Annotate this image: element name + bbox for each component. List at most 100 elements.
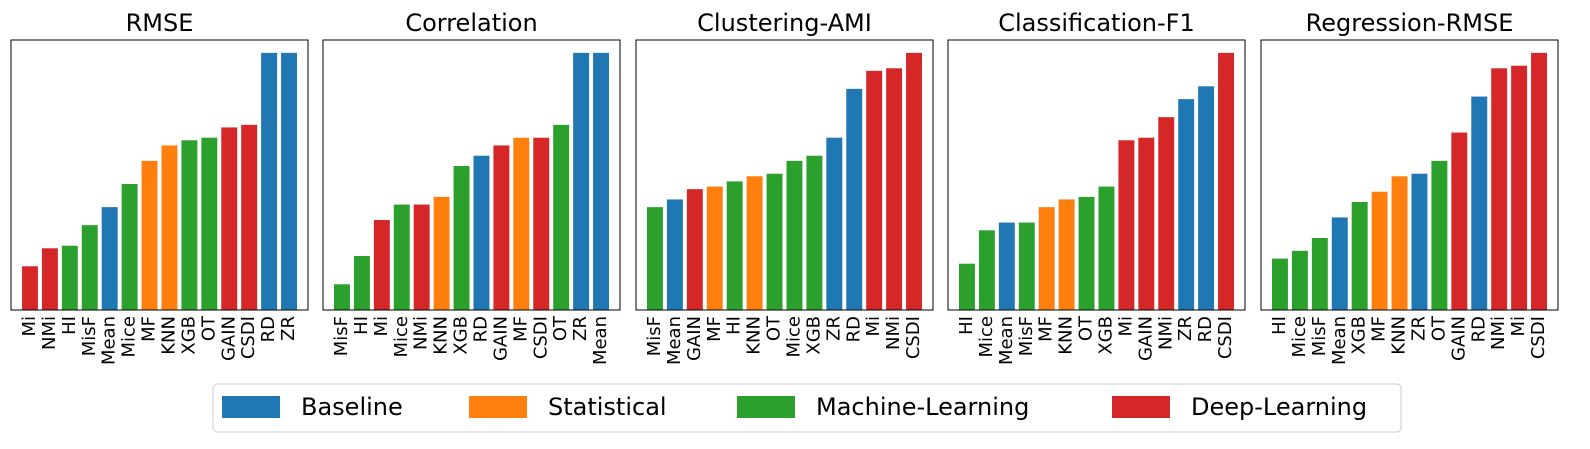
x-tick-label: MisF — [331, 316, 352, 356]
x-tick-label: Mi — [19, 316, 40, 337]
x-tick-label: RD — [258, 316, 279, 342]
x-tick-label: XGB — [1349, 316, 1370, 355]
chart-title: Clustering-AMI — [697, 9, 872, 37]
x-tick-label: XGB — [178, 316, 199, 355]
bar — [686, 189, 703, 310]
plot-frame — [322, 39, 621, 311]
bar — [373, 220, 390, 310]
x-tick-label: Mean — [99, 316, 120, 365]
x-tick-label: CSDI — [530, 316, 551, 359]
x-tick-label: Mi — [863, 316, 884, 337]
bar — [998, 222, 1015, 310]
x-tick-label: CSDI — [238, 316, 259, 359]
bar — [201, 137, 218, 310]
x-tick-label: Mean — [996, 316, 1017, 365]
x-tick-label: Mean — [664, 316, 685, 365]
bar — [746, 176, 763, 310]
x-tick-label: GAIN — [1135, 316, 1156, 361]
plot-frame — [10, 39, 309, 311]
x-tick-label: OT — [1428, 315, 1449, 341]
x-tick-label: RD — [470, 316, 491, 342]
bar — [241, 124, 258, 310]
x-tick-label: NMi — [1155, 316, 1176, 350]
x-tick-label: XGB — [1095, 316, 1116, 355]
bar — [958, 263, 975, 310]
x-tick-label: RD — [1468, 316, 1489, 342]
bar — [41, 248, 58, 310]
legend-label: Statistical — [548, 393, 667, 421]
x-tick-label: NMi — [883, 316, 904, 350]
bar — [1431, 160, 1448, 310]
x-tick-label: KNN — [1056, 316, 1077, 355]
x-tick-label: CSDI — [1215, 316, 1236, 359]
bar — [1038, 207, 1055, 310]
x-tick-label: MF — [139, 316, 160, 342]
x-tick-label: OT — [1076, 315, 1097, 341]
x-tick-label: OT — [550, 315, 571, 341]
bar — [726, 181, 743, 310]
bar — [453, 166, 470, 310]
x-tick-label: Mean — [1329, 316, 1350, 365]
bar — [121, 184, 138, 310]
x-tick-label: Mice — [1289, 316, 1310, 358]
bar — [1351, 202, 1368, 310]
x-tick-label: MF — [510, 316, 531, 342]
bar — [101, 207, 118, 310]
bar — [1311, 238, 1328, 310]
x-tick-label: GAIN — [1448, 316, 1469, 361]
bar — [886, 68, 903, 311]
x-tick-label: CSDI — [1528, 316, 1549, 359]
bar — [261, 52, 278, 310]
bar — [181, 140, 198, 310]
legend-label: Baseline — [301, 393, 403, 421]
x-tick-label: ZR — [1408, 316, 1429, 341]
plot-frame — [1260, 39, 1559, 311]
bar — [1058, 199, 1075, 310]
x-tick-label: ZR — [570, 316, 591, 341]
bar — [1218, 52, 1235, 310]
bar — [573, 52, 590, 310]
bar — [1138, 137, 1155, 310]
chart-title: RMSE — [126, 9, 194, 37]
x-tick-label: KNN — [744, 316, 765, 355]
bar — [553, 124, 570, 310]
chart-title: Correlation — [405, 9, 537, 37]
bar — [806, 155, 823, 310]
bar — [281, 52, 298, 310]
bar — [786, 160, 803, 310]
x-tick-label: Mice — [783, 316, 804, 358]
bar — [1511, 65, 1528, 310]
x-tick-label: MF — [704, 316, 725, 342]
plot-frame — [947, 39, 1246, 311]
legend-swatch — [1112, 396, 1170, 418]
x-tick-label: Mi — [371, 316, 392, 337]
x-tick-label: MF — [1369, 316, 1390, 342]
x-tick-label: Mi — [1508, 316, 1529, 337]
x-tick-label: MisF — [644, 316, 665, 356]
bar — [393, 204, 410, 310]
bar — [533, 137, 550, 310]
x-tick-label: CSDI — [903, 316, 924, 359]
bar — [593, 52, 610, 310]
bar — [1291, 250, 1308, 310]
bar — [493, 145, 510, 310]
bar — [1491, 68, 1508, 311]
bar — [1471, 96, 1488, 310]
x-tick-label: OT — [198, 315, 219, 341]
x-tick-label: ZR — [278, 316, 299, 341]
x-tick-label: RD — [843, 316, 864, 342]
bar — [21, 266, 38, 310]
x-tick-label: Mice — [976, 316, 997, 358]
bar — [826, 137, 843, 310]
bar — [1331, 217, 1348, 310]
bar — [433, 196, 450, 310]
bar — [161, 145, 178, 310]
bar — [413, 204, 430, 310]
x-tick-label: XGB — [803, 316, 824, 355]
x-tick-label: GAIN — [490, 316, 511, 361]
bar — [473, 155, 490, 310]
legend-swatch — [222, 396, 280, 418]
bar — [978, 230, 995, 310]
legend-swatch — [469, 396, 527, 418]
